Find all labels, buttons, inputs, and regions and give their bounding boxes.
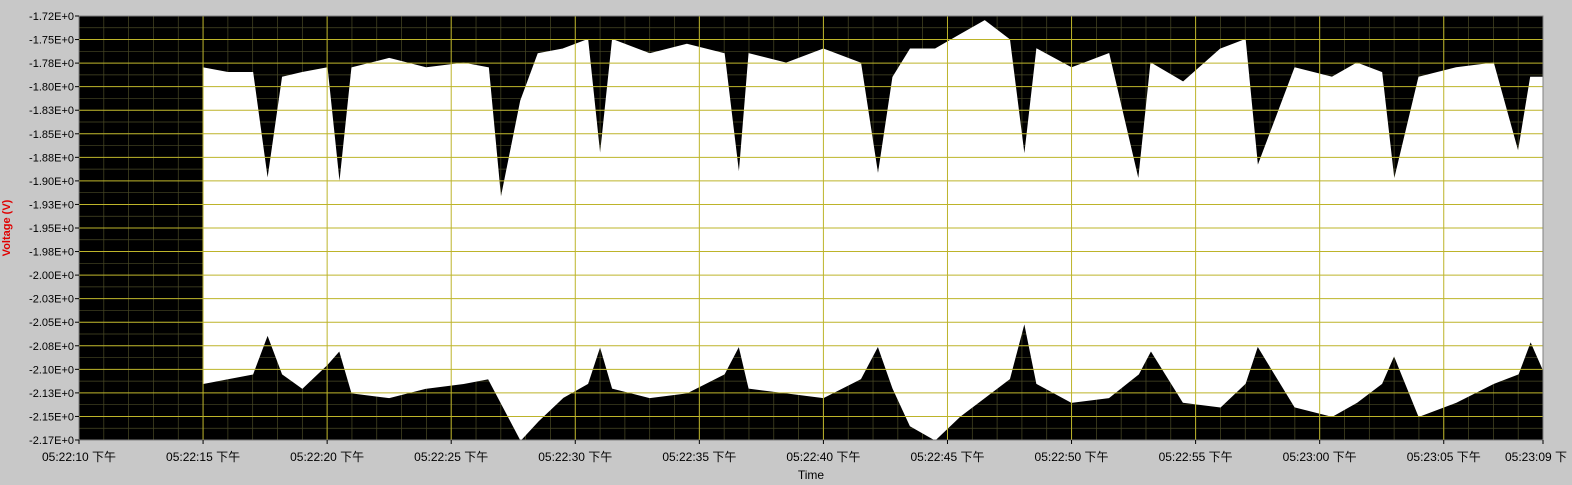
x-tick-label: 05:23:05 下午	[1407, 450, 1481, 464]
y-tick-label: -1.75E+0	[29, 35, 74, 47]
y-tick-label: -2.13E+0	[29, 388, 74, 400]
y-tick-label: -2.17E+0	[29, 435, 74, 447]
x-axis-label: Time	[798, 468, 825, 480]
y-axis-label: Voltage (V)	[1, 199, 13, 256]
x-axis: 05:22:10 下午 05:22:15 下午 05:22:20 下午 05:22:2…	[42, 440, 1567, 464]
x-tick-label: 05:22:45 下午	[910, 450, 984, 464]
x-tick-label: 05:22:20 下午	[290, 450, 364, 464]
y-tick-label: -1.95E+0	[29, 223, 74, 235]
x-tick-label: 05:23:09 下	[1505, 450, 1567, 464]
x-tick-label: 05:22:10 下午	[42, 450, 116, 464]
y-tick-label: -2.03E+0	[29, 294, 74, 306]
y-tick-label: -1.93E+0	[29, 199, 74, 211]
y-axis: -1.72E+0 -1.75E+0 -1.78E+0 -1.80E+0 -1.83E+0…	[29, 11, 79, 447]
x-tick-label: 05:22:15 下午	[166, 450, 240, 464]
x-tick-label: 05:22:50 下午	[1035, 450, 1109, 464]
y-tick-label: -2.10E+0	[29, 364, 74, 376]
y-tick-label: -1.98E+0	[29, 247, 74, 259]
x-tick-label: 05:22:55 下午	[1159, 450, 1233, 464]
y-tick-label: -1.83E+0	[29, 105, 74, 117]
y-tick-label: -2.08E+0	[29, 341, 74, 353]
x-tick-label: 05:22:35 下午	[662, 450, 736, 464]
x-tick-label: 05:22:30 下午	[538, 450, 612, 464]
y-tick-label: -1.85E+0	[29, 129, 74, 141]
y-tick-label: -2.15E+0	[29, 411, 74, 423]
x-tick-label: 05:22:25 下午	[414, 450, 488, 464]
x-tick-label: 05:23:00 下午	[1283, 450, 1357, 464]
y-tick-label: -1.88E+0	[29, 152, 74, 164]
y-tick-label: -2.00E+0	[29, 270, 74, 282]
y-tick-label: -2.05E+0	[29, 317, 74, 329]
x-tick-label: 05:22:40 下午	[786, 450, 860, 464]
y-tick-label: -1.90E+0	[29, 176, 74, 188]
y-tick-label: -1.78E+0	[29, 58, 74, 70]
y-tick-label: -1.72E+0	[29, 11, 74, 23]
y-tick-label: -1.80E+0	[29, 82, 74, 94]
